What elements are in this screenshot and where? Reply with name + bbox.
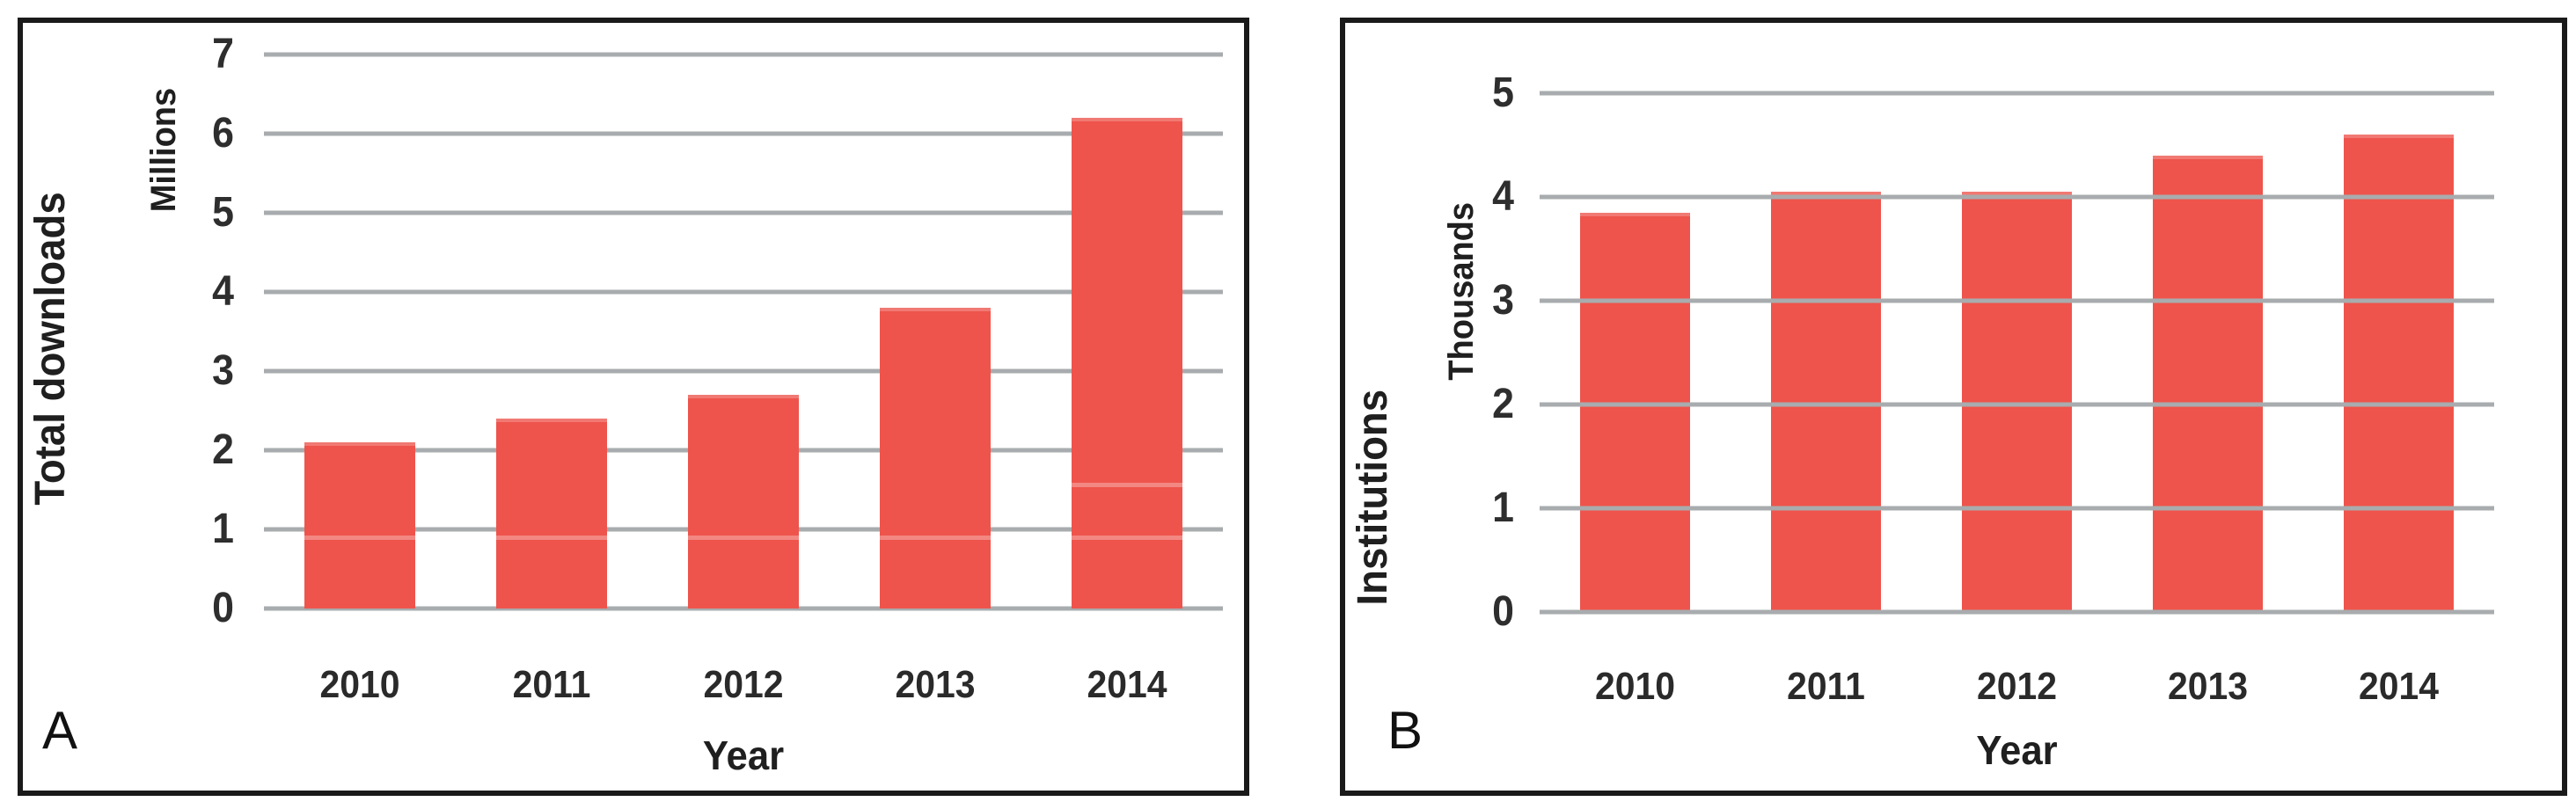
x-axis-title: Year [1976,727,2058,773]
x-tick-labels: 2010 2011 2012 2013 2014 [1540,665,2494,709]
bar [687,395,800,609]
bar [1961,192,2073,612]
y-tick-label: 1 [1492,485,1514,531]
plot-area [264,52,1223,611]
y-tick-label: 3 [212,347,234,394]
x-tick-label: 2012 [1976,665,2058,708]
gridline [1540,91,2494,96]
y-tick-label: 6 [212,110,234,157]
y-tick-label: 4 [212,268,234,315]
bar [495,419,608,609]
x-tick-label: 2011 [1787,665,1865,708]
gridline [264,52,1223,57]
x-axis-title: Year [702,732,785,778]
y-tick-label: 5 [212,189,234,236]
bar-slot [839,55,1031,609]
gridline [1540,194,2494,200]
y-tick-label: 2 [212,426,234,473]
gridline [264,210,1223,215]
bar [879,308,992,609]
y-tick-label: 2 [1492,381,1514,427]
bar [304,442,416,609]
x-tick-label: 2014 [2358,665,2440,708]
bar-slot [1921,93,2112,612]
gridline [1540,506,2494,511]
y-tick-label: 4 [1492,173,1514,220]
bar-slot [456,55,648,609]
gridlines [1540,91,2494,615]
y-tick-label: 3 [1492,277,1514,324]
gridline [264,368,1223,374]
x-tick-labels: 2010 2011 2012 2013 2014 [264,663,1223,707]
bar [1579,212,1691,612]
gridline [264,131,1223,136]
bar [2343,135,2455,612]
bar-slot [2112,93,2303,612]
gridline [264,289,1223,295]
gridline [1540,402,2494,407]
y-tick-label: 0 [212,585,234,631]
x-tick-label: 2011 [512,663,591,706]
y-tick-label: 5 [1492,69,1514,116]
bar-slot [1031,55,1223,609]
panel-letter: A [42,701,78,760]
y-tick-label: 7 [212,31,234,77]
x-tick-label: 2010 [1594,665,1676,708]
y-tick-label: 0 [1492,588,1514,635]
bar [1770,192,1882,612]
bar-slot [2303,93,2494,612]
panel-letter: B [1387,701,1423,760]
bar-slot [1540,93,1731,612]
x-tick-label: 2013 [895,663,976,706]
gridline [1540,298,2494,303]
plot-area [1540,91,2494,615]
bar-slot [648,55,839,609]
x-tick-label: 2012 [703,663,784,706]
bar [1071,118,1183,609]
bar-series [1540,93,2494,612]
bar-series [264,55,1223,609]
bar-slot [264,55,456,609]
x-tick-label: 2014 [1087,663,1167,706]
x-tick-label: 2013 [2167,665,2249,708]
bar-slot [1731,93,1921,612]
x-tick-label: 2010 [319,663,400,706]
y-tick-label: 1 [212,506,234,552]
gridline [1540,609,2494,615]
gridline [264,606,1223,611]
bar [2152,155,2264,612]
